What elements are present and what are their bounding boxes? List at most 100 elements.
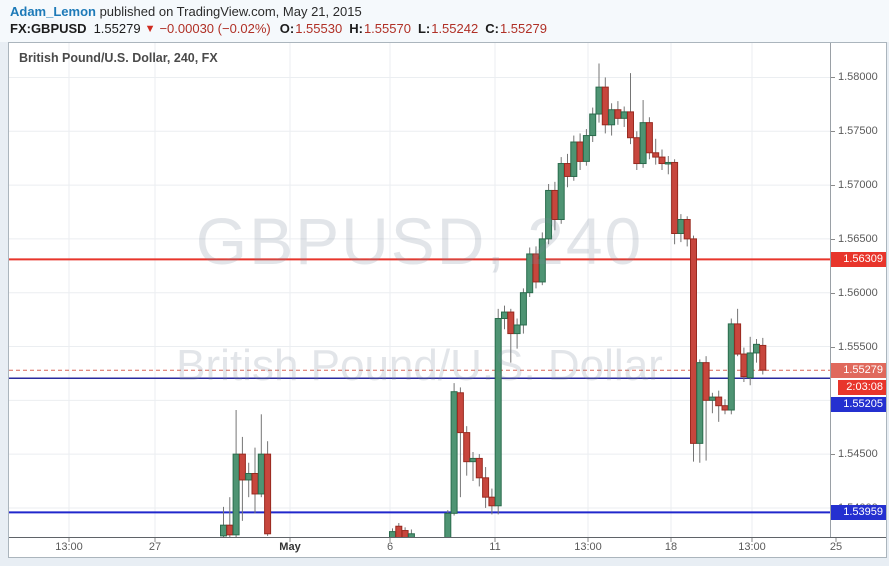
quote-segment: 1.55242 <box>431 21 479 36</box>
candle <box>645 117 653 160</box>
price-tick-label: 1.57000 <box>838 179 878 192</box>
candle-body-up <box>589 113 597 137</box>
candle-body-down <box>652 152 660 158</box>
time-tick <box>670 538 672 542</box>
time-tick-label: 13:00 <box>574 541 602 553</box>
candle-body-up <box>469 457 477 463</box>
candle <box>238 436 246 521</box>
quote-segment: H: <box>349 21 363 36</box>
candle-body-down <box>395 525 403 537</box>
candle-body-down <box>702 362 710 401</box>
candle-body-up <box>557 163 565 221</box>
candle-body-up <box>450 391 458 514</box>
candle-body-up <box>696 362 704 444</box>
candle-body-down <box>645 122 653 154</box>
candle <box>538 232 546 286</box>
time-tick <box>751 538 753 542</box>
candle <box>264 441 272 536</box>
candle <box>444 510 452 537</box>
candle-body-up <box>519 292 527 326</box>
candlestick-chart[interactable] <box>9 43 830 537</box>
candle-body-down <box>463 432 471 463</box>
time-tick <box>389 538 391 542</box>
time-tick-label: May <box>279 541 301 553</box>
candle <box>727 318 735 415</box>
time-tick <box>154 538 156 542</box>
candle <box>564 153 571 188</box>
candle <box>570 135 578 181</box>
candle <box>488 488 496 515</box>
price-tick-label: 1.58000 <box>838 71 878 84</box>
candle <box>482 467 490 508</box>
candle <box>702 356 710 461</box>
candle <box>627 73 634 145</box>
candle <box>469 451 477 482</box>
candle-body-up <box>708 396 716 401</box>
quote-segment: 1.55570 <box>363 21 411 36</box>
candle-body-down <box>683 219 691 240</box>
chart-widget: GBPUSD, 240 British Pound/U.S. Dollar Br… <box>8 42 887 558</box>
candle-body-down <box>251 473 259 495</box>
candle-body-down <box>482 477 490 498</box>
time-tick <box>587 538 589 542</box>
price-tick <box>831 292 835 294</box>
quote-segment: L: <box>417 21 431 36</box>
candle <box>734 308 742 357</box>
time-tick-label: 11 <box>489 541 501 553</box>
candle <box>690 235 697 462</box>
candle <box>746 336 754 386</box>
candle <box>708 392 716 414</box>
candle-body-up <box>727 323 735 411</box>
candle-body-down <box>658 156 666 165</box>
candle-body-down <box>721 405 729 411</box>
candle-body-up <box>538 238 546 283</box>
time-tick-label: 13:00 <box>55 541 83 553</box>
price-axis[interactable]: 1.58000 1.57500 1.57000 1.56500 1.56000 1.555… <box>831 43 886 537</box>
header-band: Adam_Lemon published on TradingView.com,… <box>0 0 889 42</box>
candle <box>759 337 767 375</box>
time-tick <box>835 538 837 542</box>
candle-body-up <box>407 533 415 537</box>
plot-area[interactable]: GBPUSD, 240 British Pound/U.S. Dollar <box>9 43 830 537</box>
candle <box>257 414 265 498</box>
candle-body-up <box>232 453 240 536</box>
chart-title: British Pound/U.S. Dollar, 240, FX <box>19 51 218 65</box>
candle-body-down <box>238 453 246 481</box>
time-tick <box>68 538 70 542</box>
candle-body-down <box>564 163 571 177</box>
candle <box>582 129 590 166</box>
candle-body-down <box>456 392 464 434</box>
candle-body-down <box>488 496 496 507</box>
candle-body-up <box>664 161 672 165</box>
price-tick-label: 1.56500 <box>838 232 878 245</box>
candle-body-up <box>444 512 452 537</box>
candle-body-down <box>734 323 742 355</box>
time-axis[interactable]: 13:00 27 May 6 11 13:00 18 13:00 25 <box>9 538 886 557</box>
candle-body-down <box>715 396 723 407</box>
candle-body-down <box>401 530 409 537</box>
time-tick-label: 18 <box>664 541 678 553</box>
candle <box>226 497 234 537</box>
candle <box>696 359 704 463</box>
candle-body-down <box>475 457 483 479</box>
candle-body-up <box>746 352 754 379</box>
candle <box>595 63 603 123</box>
author-link[interactable]: Adam_Lemon <box>10 4 96 19</box>
quote-segment: 1.55530 <box>295 21 343 36</box>
candle <box>614 101 622 125</box>
quote-segment: 1.55279 <box>93 21 141 36</box>
candle-body-down <box>264 453 272 535</box>
candle <box>407 529 415 537</box>
candle <box>576 133 584 170</box>
price-tick <box>831 454 835 456</box>
time-axis-separator <box>9 537 886 538</box>
candle-body-up <box>501 311 508 320</box>
quote-segment: 1.55279 <box>499 21 547 36</box>
price-tick <box>831 185 835 187</box>
candle-body-up <box>494 318 502 507</box>
candle <box>463 426 471 476</box>
alert-price-label: 1.55205 <box>831 396 886 412</box>
candle-body-down <box>671 161 679 234</box>
candle-body-up <box>245 473 253 481</box>
candle <box>501 305 508 330</box>
